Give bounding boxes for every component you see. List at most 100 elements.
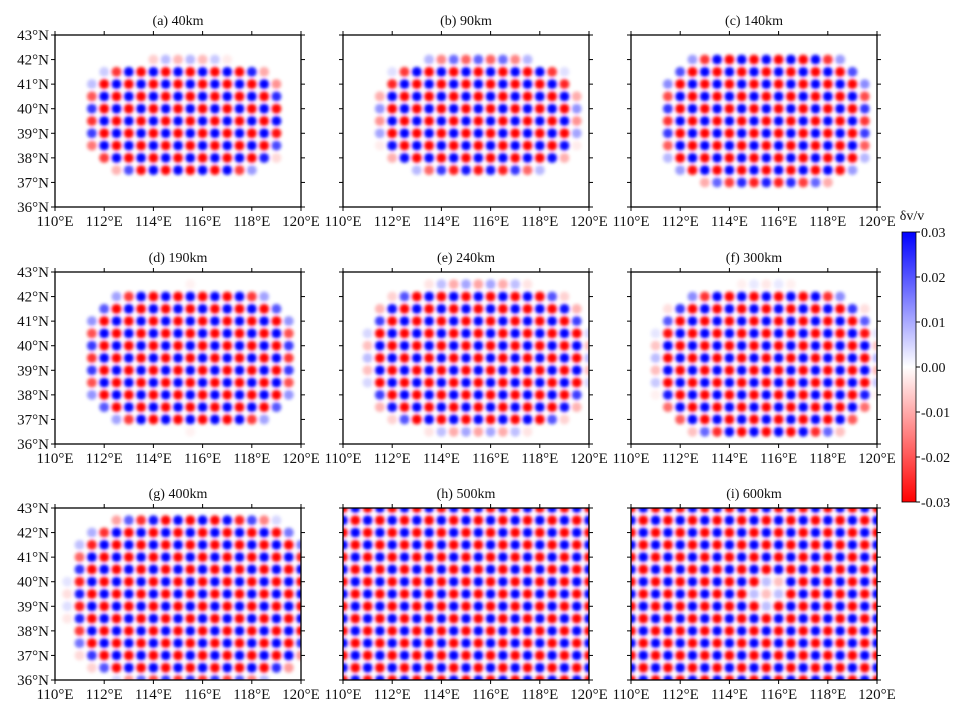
checker-cell [296, 625, 301, 636]
checker-cell [436, 377, 447, 388]
checker-cell [271, 576, 282, 587]
checker-cell [387, 140, 398, 151]
checker-cell [749, 426, 759, 437]
checker-cell [872, 377, 877, 388]
y-tick-label: 41°N [17, 314, 49, 330]
checker-cell [559, 675, 570, 680]
checker-cell [798, 564, 809, 575]
checker-cell [559, 414, 570, 425]
checker-cell [424, 91, 435, 102]
checker-cell [111, 650, 122, 661]
checker-cell [638, 638, 649, 649]
checker-cell [148, 527, 159, 538]
checker-cell [773, 426, 784, 437]
x-tick-label: 112°E [662, 687, 699, 703]
checker-cell [687, 353, 698, 363]
checker-cell [712, 402, 723, 413]
checker-cell [559, 353, 570, 363]
checker-cell [209, 353, 220, 363]
checker-cell [209, 340, 220, 351]
checker-cell [736, 402, 747, 413]
checker-cell [99, 66, 110, 77]
checker-cell [424, 353, 435, 363]
checker-cell [185, 116, 196, 126]
checker-cell [687, 426, 698, 437]
checker-cell [699, 508, 710, 513]
checker-cell [99, 650, 110, 661]
checker-cell [197, 414, 208, 425]
checker-cell [522, 303, 533, 314]
checker-cell [699, 303, 710, 314]
checker-cell [724, 402, 735, 413]
checker-cell [246, 564, 257, 575]
checker-cell [399, 402, 410, 413]
checker-cell [510, 316, 521, 327]
checker-cell [283, 353, 294, 363]
checker-cell [448, 576, 459, 587]
checker-cell [387, 353, 398, 363]
checker-cell [283, 365, 294, 376]
checker-cell [160, 601, 171, 612]
checker-cell [510, 389, 521, 400]
checker-cell [835, 340, 846, 351]
checker-cell [497, 539, 508, 550]
checker-cell [559, 389, 570, 400]
checker-cell [283, 564, 294, 575]
checker-cell [222, 66, 233, 77]
checker-cell [559, 328, 570, 339]
checker-cell [687, 675, 698, 680]
checker-cell [650, 552, 661, 563]
checker-cell [222, 662, 233, 673]
checker-cell [662, 340, 673, 351]
checker-cell [650, 365, 661, 376]
checker-cell [872, 625, 877, 636]
checker-cell [584, 527, 589, 538]
checker-cell [761, 601, 772, 612]
x-tick-label: 116°E [472, 451, 509, 467]
checker-cell [749, 353, 759, 363]
checker-cell [259, 66, 270, 77]
checker-cell [712, 650, 723, 661]
checker-cell [638, 539, 649, 550]
checker-cell [497, 54, 508, 65]
checker-cell [411, 140, 422, 151]
checker-cell [136, 340, 147, 351]
checker-cell [111, 140, 122, 151]
checker-cell [835, 576, 846, 587]
checker-cell [461, 291, 471, 302]
checker-cell [547, 79, 558, 90]
checker-cell [510, 564, 521, 575]
checker-cell [724, 79, 735, 90]
checker-cell [424, 638, 435, 649]
checker-cell [411, 515, 422, 526]
checker-cell [547, 152, 558, 163]
checker-cell [631, 552, 636, 563]
checker-cell [160, 564, 171, 575]
checker-cell [859, 365, 870, 376]
checker-cell [631, 638, 636, 649]
panel-title: (i) 600km [726, 487, 782, 502]
checker-cell [234, 638, 245, 649]
checker-cell [399, 291, 410, 302]
checker-cell [111, 539, 122, 550]
checker-cell [534, 103, 545, 114]
x-tick-label: 114°E [423, 214, 460, 230]
checker-cell [559, 316, 570, 327]
checker-cell [724, 377, 735, 388]
checker-cell [74, 564, 85, 575]
checker-cell [847, 508, 858, 513]
checker-cell [209, 576, 220, 587]
checker-cell [571, 402, 582, 413]
checker-cell [222, 389, 233, 400]
checker-cell [785, 564, 796, 575]
checker-cell [749, 638, 759, 649]
checker-cell [411, 576, 422, 587]
checker-cell [136, 165, 147, 176]
checker-cell [111, 316, 122, 327]
checker-cell [699, 128, 710, 139]
checker-cell [399, 638, 410, 649]
checker-cell [497, 613, 508, 624]
checker-cell [374, 539, 385, 550]
checker-cell [736, 152, 747, 163]
